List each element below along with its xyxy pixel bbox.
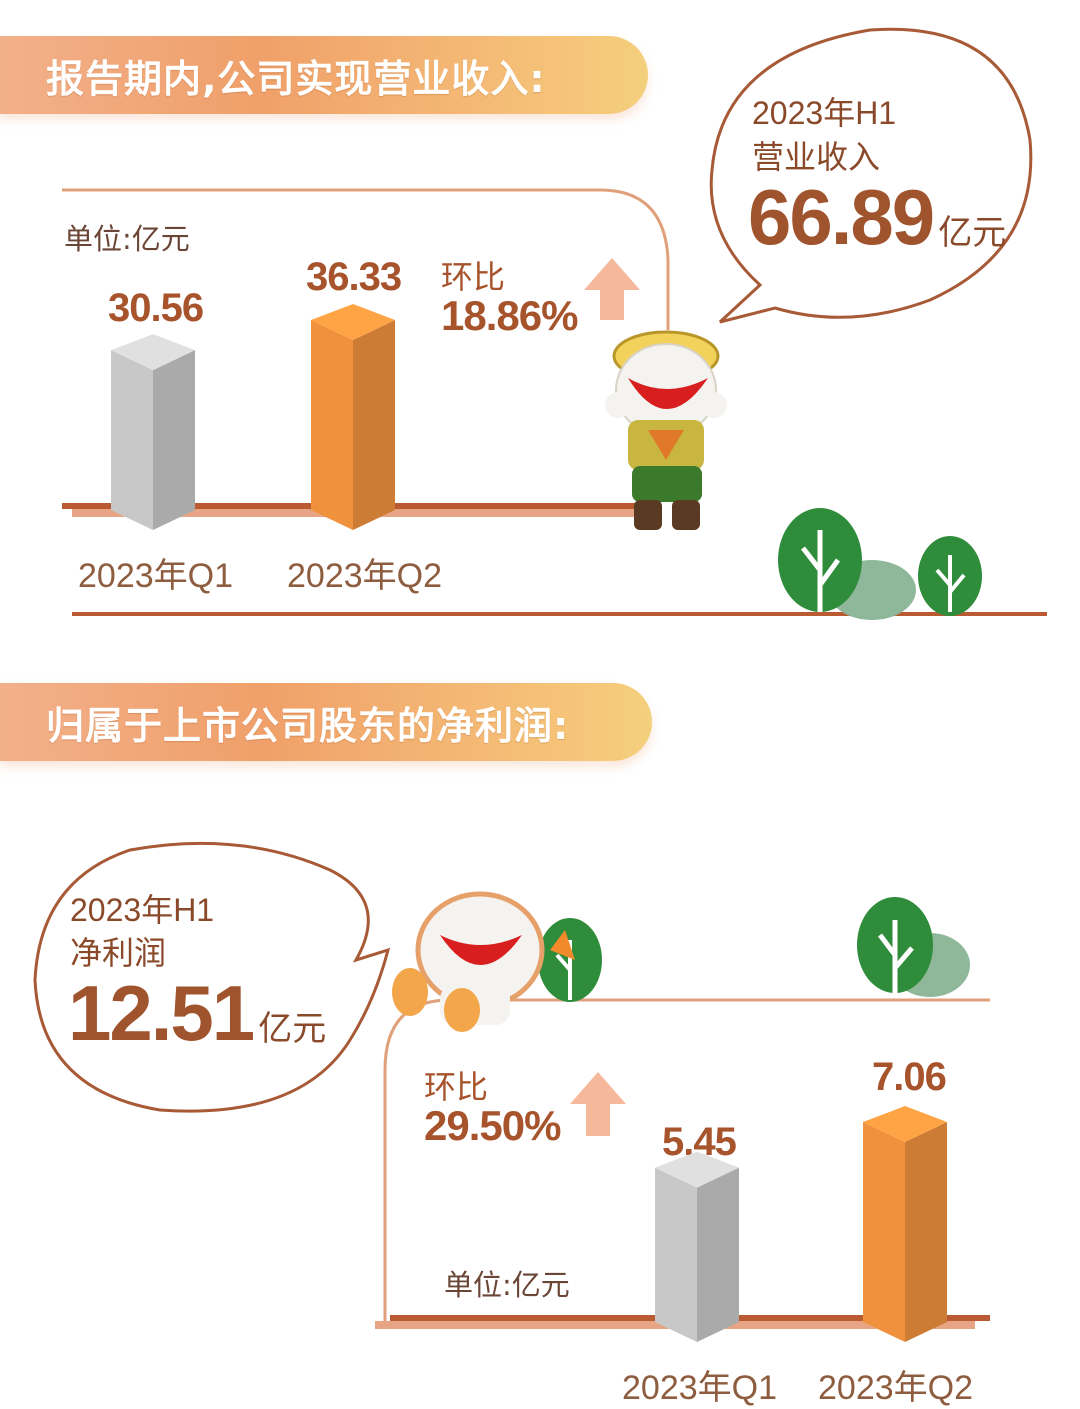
profit-bubble-value-row: 12.51 亿元 bbox=[68, 968, 326, 1059]
scout-mascot-icon bbox=[605, 330, 727, 530]
revenue-bar-2-top bbox=[311, 304, 395, 340]
revenue-category-q1: 2023年Q1 bbox=[78, 557, 233, 595]
profit-bar-1-top bbox=[655, 1151, 739, 1188]
profit-growth-label: 环比 bbox=[424, 1068, 489, 1106]
profit-bar-2-left bbox=[863, 1122, 905, 1342]
revenue-bubble-value: 66.89 bbox=[748, 173, 935, 261]
profit-bubble-unit: 亿元 bbox=[258, 1009, 327, 1049]
revenue-bar-2-left bbox=[311, 320, 353, 530]
profit-banner-title: 归属于上市公司股东的净利润: bbox=[46, 703, 570, 748]
revenue-bubble-period: 2023年H1 bbox=[752, 95, 897, 131]
revenue-bar-1-left bbox=[111, 350, 153, 530]
revenue-growth-label: 环比 bbox=[441, 258, 506, 296]
revenue-banner: 报告期内,公司实现营业收入: bbox=[0, 36, 648, 114]
profit-category-q1: 2023年Q1 bbox=[622, 1369, 777, 1407]
profit-bubble-period: 2023年H1 bbox=[70, 892, 215, 928]
revenue-growth-value: 18.86% bbox=[441, 292, 578, 339]
revenue-bubble-value-row: 66.89 亿元 bbox=[748, 172, 1006, 263]
growth-arrow-icon bbox=[584, 258, 640, 320]
profit-bubble-metric: 净利润 bbox=[70, 935, 167, 971]
revenue-frame-line bbox=[62, 188, 670, 330]
growth-arrow-icon bbox=[570, 1072, 626, 1136]
profit-bar-2-top bbox=[863, 1106, 947, 1142]
tree-icon bbox=[538, 897, 970, 1002]
tree-icon bbox=[778, 508, 982, 620]
astronaut-mascot-icon bbox=[392, 891, 575, 1032]
revenue-value-label-q2: 36.33 bbox=[306, 255, 402, 299]
profit-category-q2: 2023年Q2 bbox=[818, 1369, 973, 1407]
revenue-bubble-unit: 亿元 bbox=[938, 213, 1007, 253]
revenue-banner-title: 报告期内,公司实现营业收入: bbox=[46, 56, 546, 101]
revenue-ground-line bbox=[72, 612, 1047, 616]
profit-unit-label: 单位:亿元 bbox=[444, 1268, 570, 1302]
profit-bubble-shape bbox=[33, 841, 391, 1113]
profit-bar-1-left bbox=[655, 1167, 697, 1342]
revenue-category-q2: 2023年Q2 bbox=[287, 557, 442, 595]
profit-banner: 归属于上市公司股东的净利润: bbox=[0, 683, 652, 761]
profit-bar-1-right bbox=[697, 1167, 739, 1342]
profit-bar-2-right bbox=[905, 1122, 947, 1342]
revenue-value-label-q1: 30.56 bbox=[108, 286, 204, 330]
revenue-bubble-shape bbox=[709, 27, 1033, 324]
revenue-bar-2-right bbox=[353, 320, 395, 530]
profit-value-label-q2: 7.06 bbox=[872, 1055, 947, 1099]
revenue-bar-1-top bbox=[111, 334, 195, 371]
profit-bubble-value: 12.51 bbox=[68, 969, 255, 1057]
revenue-unit-label: 单位:亿元 bbox=[64, 222, 190, 256]
revenue-bubble-metric: 营业收入 bbox=[752, 139, 881, 175]
revenue-bar-1-right bbox=[153, 350, 195, 530]
profit-growth-value: 29.50% bbox=[424, 1102, 561, 1149]
